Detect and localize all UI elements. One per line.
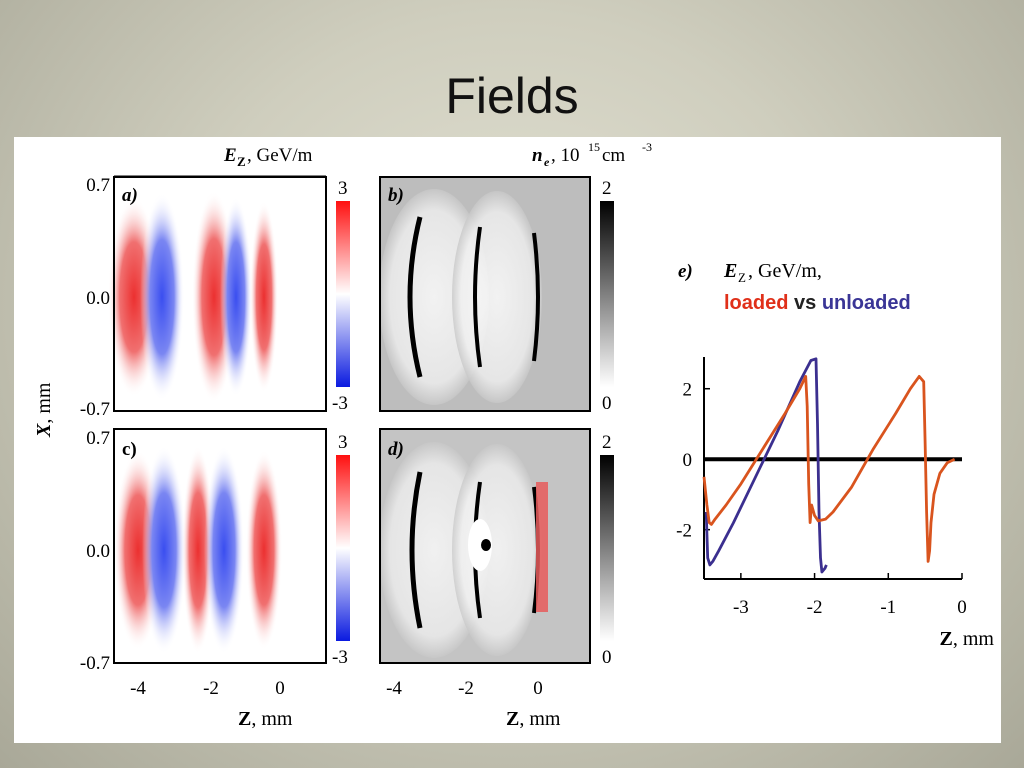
series-line-unloaded	[704, 357, 828, 574]
colorbar-a-min: -3	[332, 393, 348, 414]
svg-text:, 10: , 10	[551, 145, 580, 166]
x-tick-c-0: -4	[130, 678, 146, 699]
y-tick-mid-a: 0.0	[86, 288, 110, 309]
panel-d: d) 2 0	[379, 428, 614, 668]
y-tick-top-a: 0.7	[86, 175, 110, 196]
chart-e-x-tick-label: 0	[957, 597, 967, 618]
chart-e-x-tick-label: -2	[807, 597, 823, 618]
svg-text:, GeV/m: , GeV/m	[247, 145, 313, 166]
colorbar-b	[600, 201, 614, 387]
y-axis-label: X, mm	[33, 382, 55, 438]
y-tick-top-c: 0.7	[86, 428, 110, 449]
svg-text:loaded vs unloaded: loaded vs unloaded	[724, 292, 911, 314]
panel-b: b) 2 0	[379, 176, 614, 414]
colorbar-d	[600, 455, 614, 641]
panel-e-legend: loaded vs unloaded	[724, 292, 911, 314]
colorbar-d-min: 0	[602, 647, 612, 668]
legend-unloaded: unloaded	[822, 292, 911, 314]
svg-text:Z: Z	[237, 154, 246, 169]
chart-e-y-tick-label: 2	[683, 380, 693, 401]
chart-e-x-label: Z, mm	[940, 628, 995, 650]
panel-a-label: a)	[122, 185, 138, 206]
x-tick-c-1: -2	[203, 678, 219, 699]
svg-text:15: 15	[588, 140, 600, 154]
colorbar-a	[336, 201, 350, 387]
svg-text:E: E	[223, 145, 237, 166]
legend-loaded: loaded	[724, 292, 788, 314]
svg-text:, GeV/m,: , GeV/m,	[748, 260, 822, 282]
colorbar-c	[336, 455, 350, 641]
colorbar-b-min: 0	[602, 393, 612, 414]
svg-text:-3: -3	[642, 140, 652, 154]
figure-panel: E Z , GeV/m n e , 10 15 cm -3 X, mm 0.7 …	[14, 137, 1001, 743]
series-line-loaded	[702, 375, 956, 563]
svg-text:e): e)	[678, 261, 693, 282]
chart-e-x-tick-label: -1	[880, 597, 896, 618]
x-tick-d-1: -2	[458, 678, 474, 699]
colorbar-b-max: 2	[602, 178, 612, 199]
x-axis-label-d: Z, mm	[506, 708, 561, 730]
panel-c: c) 3 -3	[113, 428, 350, 668]
svg-text:E: E	[723, 260, 737, 282]
panel-b-header: n e , 10 15 cm -3	[532, 140, 652, 169]
panel-b-label: b)	[388, 185, 404, 206]
panel-e-title: e) E Z , GeV/m,	[678, 260, 822, 285]
slide-title: Fields	[445, 68, 579, 124]
svg-text:Z: Z	[738, 270, 746, 285]
svg-text:n: n	[532, 145, 543, 166]
y-tick-bot-a: -0.7	[80, 399, 110, 420]
panel-d-label: d)	[388, 439, 404, 460]
x-tick-c-2: 0	[275, 678, 285, 699]
colorbar-d-max: 2	[602, 432, 612, 453]
colorbar-c-max: 3	[338, 432, 348, 453]
x-tick-d-0: -4	[386, 678, 402, 699]
chart-e-x-tick-label: -3	[733, 597, 749, 618]
line-chart-e: 2 0 -2 -3 -2 -1 0 Z, mm	[676, 357, 994, 650]
svg-text:Z, mm: Z, mm	[238, 708, 293, 730]
colorbar-a-max: 3	[338, 178, 348, 199]
y-tick-bot-c: -0.7	[80, 653, 110, 674]
y-tick-mid-c: 0.0	[86, 541, 110, 562]
panel-c-label: c)	[122, 439, 137, 460]
x-axis-label-c: Z, mm	[238, 708, 293, 730]
svg-text:e: e	[544, 155, 550, 169]
panel-a-header: E Z , GeV/m	[223, 145, 313, 169]
chart-e-y-tick-label: -2	[676, 521, 692, 542]
svg-text:Z, mm: Z, mm	[506, 708, 561, 730]
svg-text:X, mm: X, mm	[33, 382, 55, 438]
chart-e-y-tick-label: 0	[683, 450, 693, 471]
colorbar-c-min: -3	[332, 647, 348, 668]
svg-text:cm: cm	[602, 145, 625, 166]
x-tick-d-2: 0	[533, 678, 543, 699]
panel-a: a) 3 -3	[108, 176, 350, 414]
